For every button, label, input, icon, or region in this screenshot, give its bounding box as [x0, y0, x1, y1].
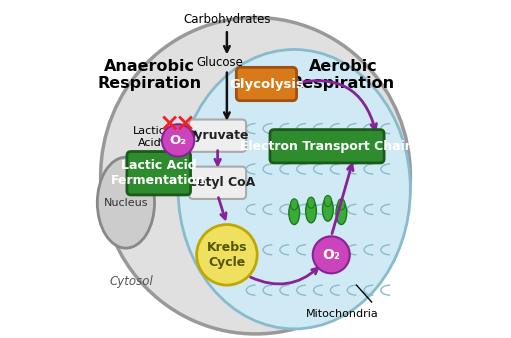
- Text: Lactic
Acid: Lactic Acid: [133, 126, 166, 148]
- Text: Mitochondria: Mitochondria: [306, 309, 378, 319]
- FancyBboxPatch shape: [270, 129, 384, 163]
- Text: Lactic Acid
Fermentation: Lactic Acid Fermentation: [111, 159, 206, 187]
- Ellipse shape: [97, 157, 154, 248]
- Text: O₂: O₂: [322, 248, 340, 262]
- FancyBboxPatch shape: [127, 151, 191, 195]
- Ellipse shape: [289, 201, 299, 224]
- FancyBboxPatch shape: [189, 120, 246, 152]
- Text: Cytosol: Cytosol: [109, 275, 153, 288]
- Circle shape: [197, 224, 257, 285]
- Text: Aerobic
Respiration: Aerobic Respiration: [291, 58, 395, 91]
- Ellipse shape: [101, 18, 410, 334]
- Ellipse shape: [291, 199, 298, 210]
- Text: Carbohydrates: Carbohydrates: [183, 13, 271, 26]
- Ellipse shape: [324, 195, 332, 207]
- Text: Glycolysis: Glycolysis: [229, 77, 304, 91]
- Text: Nucleus: Nucleus: [104, 198, 148, 208]
- Ellipse shape: [178, 49, 410, 329]
- Ellipse shape: [306, 199, 316, 223]
- Ellipse shape: [307, 197, 315, 208]
- FancyBboxPatch shape: [189, 167, 246, 199]
- Text: Anaerobic
Respiration: Anaerobic Respiration: [98, 58, 201, 91]
- Circle shape: [162, 124, 194, 156]
- Ellipse shape: [322, 198, 333, 221]
- Ellipse shape: [336, 201, 347, 224]
- Text: Acetyl CoA: Acetyl CoA: [180, 176, 256, 189]
- Ellipse shape: [338, 199, 345, 210]
- Text: O₂: O₂: [170, 134, 187, 147]
- FancyBboxPatch shape: [236, 67, 296, 101]
- Text: Electron Transport Chain: Electron Transport Chain: [240, 140, 414, 153]
- Text: Krebs
Cycle: Krebs Cycle: [206, 241, 247, 269]
- Circle shape: [313, 236, 350, 273]
- Text: Pyruvate: Pyruvate: [186, 129, 249, 142]
- Text: Glucose: Glucose: [197, 56, 244, 70]
